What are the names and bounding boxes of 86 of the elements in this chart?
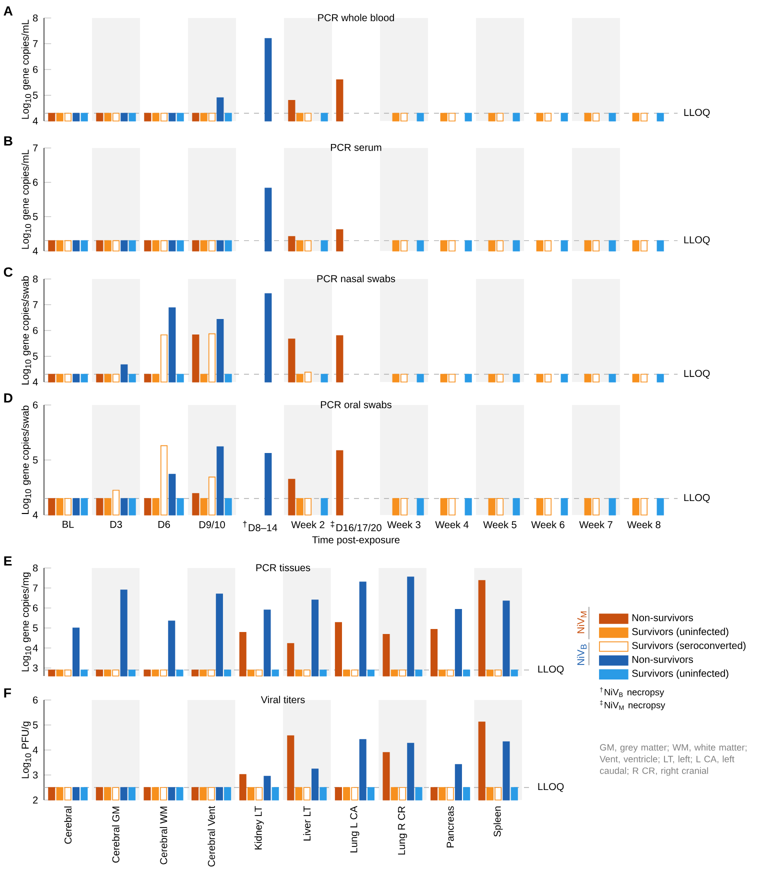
text: D [4, 393, 12, 402]
x-tick-label: Week 8 [627, 520, 660, 528]
y-axis-title: Log$_{10}$ gene copies/swab [21, 406, 32, 514]
y-tick-label: 3 [32, 771, 38, 779]
legend-label: Survivors (seroconverted) [632, 642, 746, 652]
y-tick-label: 4 [32, 746, 38, 754]
legend-label: Non-survivors [632, 614, 693, 622]
chart-title: Viral titers [260, 696, 305, 704]
y-tick-label: 3 [32, 664, 38, 672]
y-tick-label: 5 [32, 92, 38, 99]
x-tick-label: BL [62, 520, 74, 528]
text: NiV$_{B}$ [576, 644, 587, 665]
text: NiV$_{M}$ [576, 612, 587, 634]
ref-line-label: LLOQ [684, 370, 710, 379]
y-tick-label: 4 [32, 248, 38, 254]
ref-line-label: LLOQ [684, 236, 710, 246]
y-tick-label: 2 [33, 796, 38, 804]
y-tick-label: 6 [33, 696, 38, 704]
y-axis-title: Log$_{10}$ gene copies/mL [21, 20, 32, 119]
x-tick-label: Week 5 [483, 520, 516, 528]
y-tick-label: 5 [32, 213, 38, 220]
ref-line-label: LLOQ [684, 494, 710, 503]
x-tick-label: Cerebral WM [160, 806, 168, 864]
y-tick-label: 8 [32, 14, 38, 22]
x-tick-label: D9/10 [199, 520, 225, 528]
y-tick-label: 7 [33, 584, 38, 592]
y-tick-label: 5 [32, 352, 38, 360]
y-tick-label: 8 [32, 275, 38, 283]
x-tick-label: Week 6 [531, 520, 564, 528]
x-tick-label: D3 [110, 520, 122, 528]
text: A [4, 6, 13, 16]
x-tick-label: Lung L CA [350, 806, 360, 852]
text: C [4, 267, 13, 277]
text: B [4, 136, 12, 146]
x-tick-label: Lung R CR [398, 806, 408, 855]
ref-line-label: LLOQ [538, 666, 564, 674]
x-axis-title: Time post-exposure [312, 536, 400, 546]
chart-title: PCR serum [330, 144, 382, 151]
text: $^{‡}$NiV$_{M}$ necropsy [600, 700, 666, 710]
y-axis-title: Log$_{10}$ gene copies/mL [21, 150, 32, 249]
chart-title: PCR oral swabs [320, 400, 392, 408]
y-tick-label: 6 [33, 66, 38, 74]
y-tick-label: 4 [32, 512, 38, 518]
y-axis-title: Log$_{10}$ gene copies/swab [21, 276, 32, 384]
y-tick-label: 6 [33, 604, 38, 612]
y-tick-label: 8 [32, 564, 38, 572]
ref-line-label: LLOQ [538, 783, 564, 792]
legend-label: Survivors (uninfected) [632, 670, 728, 679]
legend-label: Non-survivors [632, 656, 693, 663]
y-tick-label: 5 [32, 624, 38, 632]
chart-title: PCR tissues [256, 564, 310, 572]
chart-title: PCR whole blood [318, 14, 394, 22]
x-tick-label: Week 3 [387, 520, 420, 528]
y-tick-label: 4 [32, 378, 38, 386]
x-tick-label: $^{‡}$D16/17/20 [330, 520, 382, 532]
x-tick-label: Week 4 [435, 520, 469, 528]
y-tick-label: 7 [33, 144, 38, 152]
x-tick-label: Liver LT [303, 806, 311, 840]
y-axis-title: Log$_{10}$ PFU/g [21, 722, 32, 778]
x-tick-label: Cerebral [64, 806, 72, 844]
y-tick-label: 6 [33, 178, 38, 186]
text: E [4, 556, 12, 566]
chart-title: PCR nasal swabs [317, 274, 396, 282]
y-tick-label: 6 [33, 401, 38, 409]
y-axis-title: Log$_{10}$ gene copies/mg [21, 572, 32, 672]
x-tick-label: Kidney LT [254, 806, 264, 850]
legend-label: Survivors (uninfected) [632, 628, 728, 638]
x-tick-label: Week 2 [291, 520, 324, 528]
text: $^{†}$NiV$_{B}$ necropsy [600, 687, 664, 698]
y-tick-label: 7 [33, 40, 38, 48]
x-tick-label: Pancreas [446, 806, 454, 848]
x-tick-label: Spleen [493, 806, 503, 837]
ref-line-label: LLOQ [684, 108, 710, 118]
x-tick-label: Week 7 [579, 520, 612, 528]
text: GM, grey matter; WM, white matter; Vent, ventricle; LT, left; L CA, left caudal; R CR, right cranial [600, 744, 746, 776]
y-tick-label: 5 [32, 722, 38, 728]
x-tick-label: Cerebral Vent [208, 806, 215, 867]
y-tick-label: 4 [32, 118, 38, 124]
x-tick-label: $^{†}$D8–14 [243, 520, 278, 532]
x-tick-label: Cerebral GM [112, 806, 120, 863]
text: F [4, 688, 11, 698]
y-tick-label: 7 [33, 301, 38, 308]
y-tick-label: 5 [32, 456, 38, 464]
y-tick-label: 4 [32, 644, 38, 652]
x-tick-label: D6 [158, 520, 170, 528]
y-tick-label: 6 [33, 326, 38, 334]
